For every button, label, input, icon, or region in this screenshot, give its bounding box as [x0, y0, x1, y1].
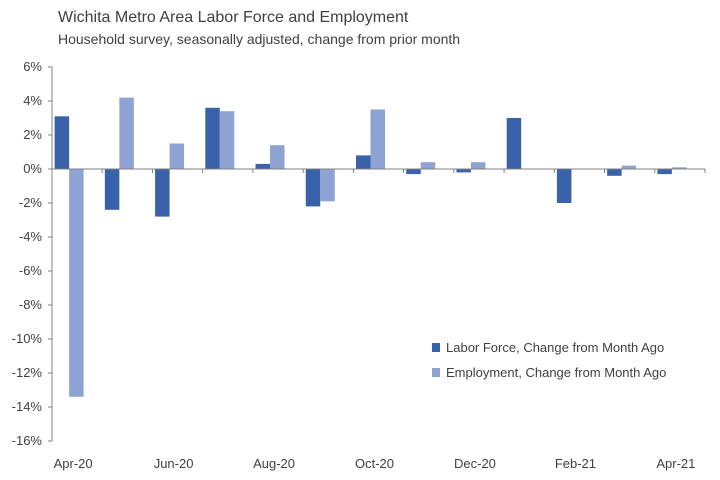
x-tick-label: Feb-21	[555, 456, 596, 471]
chart-title: Wichita Metro Area Labor Force and Emplo…	[58, 9, 409, 26]
x-tick-label: Dec-20	[454, 456, 496, 471]
bar-labor-force	[155, 169, 170, 217]
y-tick-label: -6%	[19, 263, 43, 278]
bar-employment	[470, 162, 486, 169]
legend-swatch	[432, 343, 440, 352]
x-tick-label: Aug-20	[253, 456, 295, 471]
bar-employment	[219, 111, 235, 169]
bar-labor-force	[406, 169, 421, 175]
x-tick-label: Jun-20	[154, 456, 194, 471]
chart-subtitle: Household survey, seasonally adjusted, c…	[58, 31, 461, 47]
x-tick-label: Oct-20	[355, 456, 394, 471]
y-tick-label: 0%	[23, 161, 42, 176]
bar-labor-force	[255, 163, 271, 169]
bar-employment	[169, 143, 185, 169]
bar-labor-force	[356, 155, 371, 169]
y-tick-label: 6%	[23, 59, 42, 74]
y-tick-label: -8%	[19, 297, 43, 312]
x-tick-label: Apr-21	[656, 456, 695, 471]
bar-employment	[621, 165, 637, 169]
bar-employment	[320, 169, 335, 202]
y-tick-label: -16%	[12, 433, 43, 448]
y-tick-label: -2%	[19, 195, 43, 210]
bar-employment	[69, 169, 84, 397]
bar-labor-force	[104, 169, 120, 210]
y-tick-label: -10%	[12, 331, 43, 346]
bar-labor-force	[456, 169, 471, 173]
x-tick-label: Apr-20	[54, 456, 93, 471]
bar-employment	[420, 162, 436, 169]
bar-labor-force	[506, 118, 522, 169]
legend-label: Labor Force, Change from Month Ago	[446, 340, 664, 355]
legend-swatch	[432, 368, 440, 377]
y-tick-label: -4%	[19, 229, 43, 244]
bar-employment	[119, 97, 134, 169]
bar-labor-force	[607, 169, 622, 176]
y-tick-label: 4%	[23, 93, 42, 108]
y-tick-label: -14%	[12, 399, 43, 414]
bar-labor-force	[54, 116, 70, 169]
bar-employment	[270, 145, 285, 169]
bar-labor-force	[305, 169, 321, 207]
bar-labor-force	[556, 169, 572, 203]
y-tick-label: 2%	[23, 127, 42, 142]
y-tick-label: -12%	[12, 365, 43, 380]
legend-label: Employment, Change from Month Ago	[446, 365, 666, 380]
bar-employment	[671, 167, 687, 169]
bar-labor-force	[657, 169, 672, 175]
bar-labor-force	[205, 107, 220, 169]
bar-employment	[370, 109, 385, 169]
